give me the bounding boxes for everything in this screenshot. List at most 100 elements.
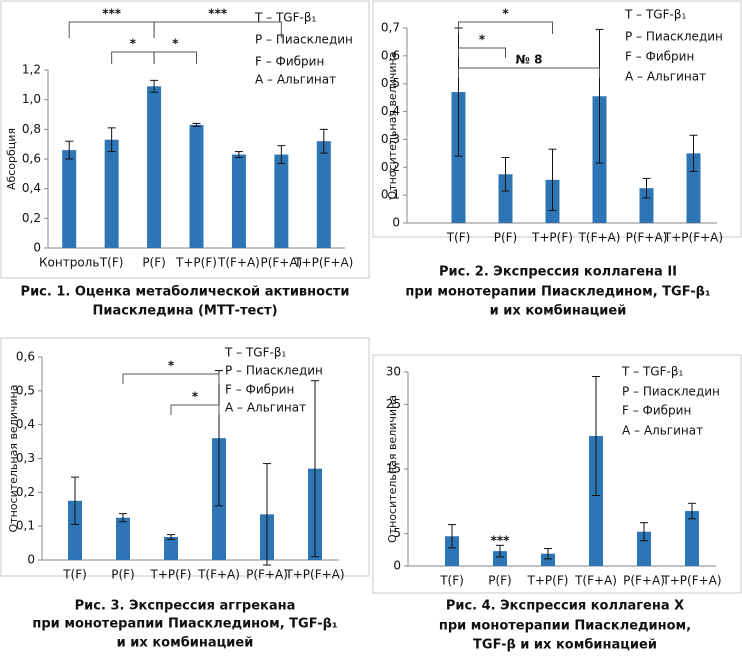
y-axis-label: Относительная величина	[386, 52, 399, 200]
bar	[104, 139, 119, 248]
caption: Рис. 1. Оценка метаболической активности	[21, 285, 350, 300]
caption: и их комбинацией	[117, 636, 254, 651]
bar	[639, 188, 654, 223]
caption: Пиаскледина (МТТ-тест)	[92, 304, 277, 319]
x-tick-label: T+P(F)	[150, 568, 192, 582]
y-axis-label: Абсорбция	[5, 128, 18, 190]
x-tick-label: P(F)	[111, 568, 135, 582]
significance-label: № 8	[516, 53, 543, 67]
significance-bracket	[153, 21, 282, 38]
significance-label: ***	[102, 7, 122, 21]
legend-entry: A – Альгинат	[625, 70, 706, 84]
x-tick-label: T+P(F+A)	[284, 568, 344, 582]
x-tick-label: P(F)	[142, 256, 166, 270]
caption: Рис. 4. Экспрессия коллагена Х	[446, 599, 684, 614]
x-tick-label: P(F+A)	[626, 231, 668, 245]
significance-label: ***	[208, 7, 228, 21]
significance-bracket	[68, 21, 155, 38]
x-tick-label: P(F)	[488, 574, 512, 588]
y-axis-label: Относительная величина	[386, 395, 399, 543]
y-tick-label: 1,2	[22, 63, 41, 77]
y-tick-label: 0	[33, 241, 41, 255]
caption: при монотерапии Пиаскледином, TGF-β₁	[32, 617, 337, 632]
legend-entry: P – Пиаскледин	[622, 385, 720, 399]
bar	[451, 92, 466, 223]
y-tick-label: 0,3	[381, 132, 400, 146]
significance-label: *	[172, 37, 179, 51]
x-tick-label: P(F)	[494, 231, 518, 245]
bar	[147, 86, 162, 248]
caption: Рис. 2. Экспрессия коллагена II	[439, 265, 677, 280]
y-tick-label: 15	[386, 462, 401, 476]
legend-entry: T – TGF-β₁	[224, 346, 286, 360]
bar	[189, 124, 204, 248]
bar	[498, 174, 513, 223]
significance-label: *	[192, 390, 199, 404]
significance-label: *	[479, 33, 486, 47]
y-tick-label: 0,7	[381, 21, 400, 35]
panel-frame	[372, 354, 742, 594]
x-tick-label: T(F)	[99, 256, 124, 270]
legend-entry: F – Фибрин	[255, 55, 324, 69]
panel-frame	[0, 337, 370, 577]
y-tick-label: 0,6	[381, 48, 400, 62]
y-tick-label: 1,0	[22, 92, 41, 106]
legend-entry: F – Фибрин	[622, 404, 691, 418]
significance-bracket	[170, 404, 220, 415]
y-tick-label: 0,2	[381, 160, 400, 174]
significance-label: *	[168, 359, 175, 373]
y-tick-label: 0,2	[22, 211, 41, 225]
legend-entry: T – TGF-β₁	[621, 365, 683, 379]
caption: и их комбинацией	[490, 304, 627, 319]
y-tick-label: 0,4	[22, 181, 41, 195]
x-tick-label: T(F+A)	[217, 256, 260, 270]
significance-bracket	[153, 51, 197, 64]
caption: TGF-β и их комбинацией	[473, 638, 657, 653]
x-tick-label: P(F+A)	[246, 568, 288, 582]
legend-entry: F – Фибрин	[225, 383, 294, 397]
bar	[316, 141, 331, 248]
legend-entry: A – Альгинат	[255, 73, 336, 87]
bar	[116, 517, 130, 560]
significance-bracket	[122, 373, 220, 384]
x-tick-label: T(F+A)	[197, 568, 240, 582]
legend-entry: T – TGF-β₁	[624, 8, 686, 22]
x-tick-label: T(F+A)	[578, 231, 621, 245]
x-tick-label: P(F+A)	[623, 574, 665, 588]
x-tick-label: T(F+A)	[574, 574, 617, 588]
y-tick-label: 25	[386, 397, 401, 411]
y-tick-label: 0,5	[381, 76, 400, 90]
significance-label: ***	[491, 534, 511, 548]
bar	[62, 150, 77, 248]
y-tick-label: 0,3	[16, 451, 35, 465]
significance-bracket	[458, 21, 553, 34]
legend-entry: F – Фибрин	[625, 50, 694, 64]
bar	[445, 536, 459, 566]
y-tick-label: 0	[393, 559, 401, 573]
x-tick-label: T+P(F+A)	[661, 574, 721, 588]
bar	[68, 500, 82, 560]
legend-entry: A – Альгинат	[225, 401, 306, 415]
y-tick-label: 30	[386, 365, 401, 379]
x-tick-label: T+P(F+A)	[663, 231, 723, 245]
x-tick-label: Контроль	[39, 256, 99, 270]
panel-frame	[0, 0, 370, 279]
x-tick-label: P(F+A)	[260, 256, 302, 270]
y-tick-label: 0,2	[16, 485, 35, 499]
bar	[493, 551, 507, 566]
y-tick-label: 5	[393, 526, 401, 540]
x-tick-label: T+P(F+A)	[293, 256, 353, 270]
y-tick-label: 0	[27, 553, 35, 567]
y-tick-label: 0,4	[16, 417, 35, 431]
significance-bracket	[111, 51, 155, 64]
bar	[685, 511, 699, 566]
bar	[164, 536, 178, 560]
x-tick-label: T(F)	[439, 574, 464, 588]
bar	[541, 553, 555, 566]
legend-entry: A – Альгинат	[622, 424, 703, 438]
y-tick-label: 0,6	[22, 152, 41, 166]
x-tick-label: T+P(F)	[531, 231, 573, 245]
y-tick-label: 0,6	[16, 350, 35, 364]
significance-bracket	[458, 67, 600, 78]
